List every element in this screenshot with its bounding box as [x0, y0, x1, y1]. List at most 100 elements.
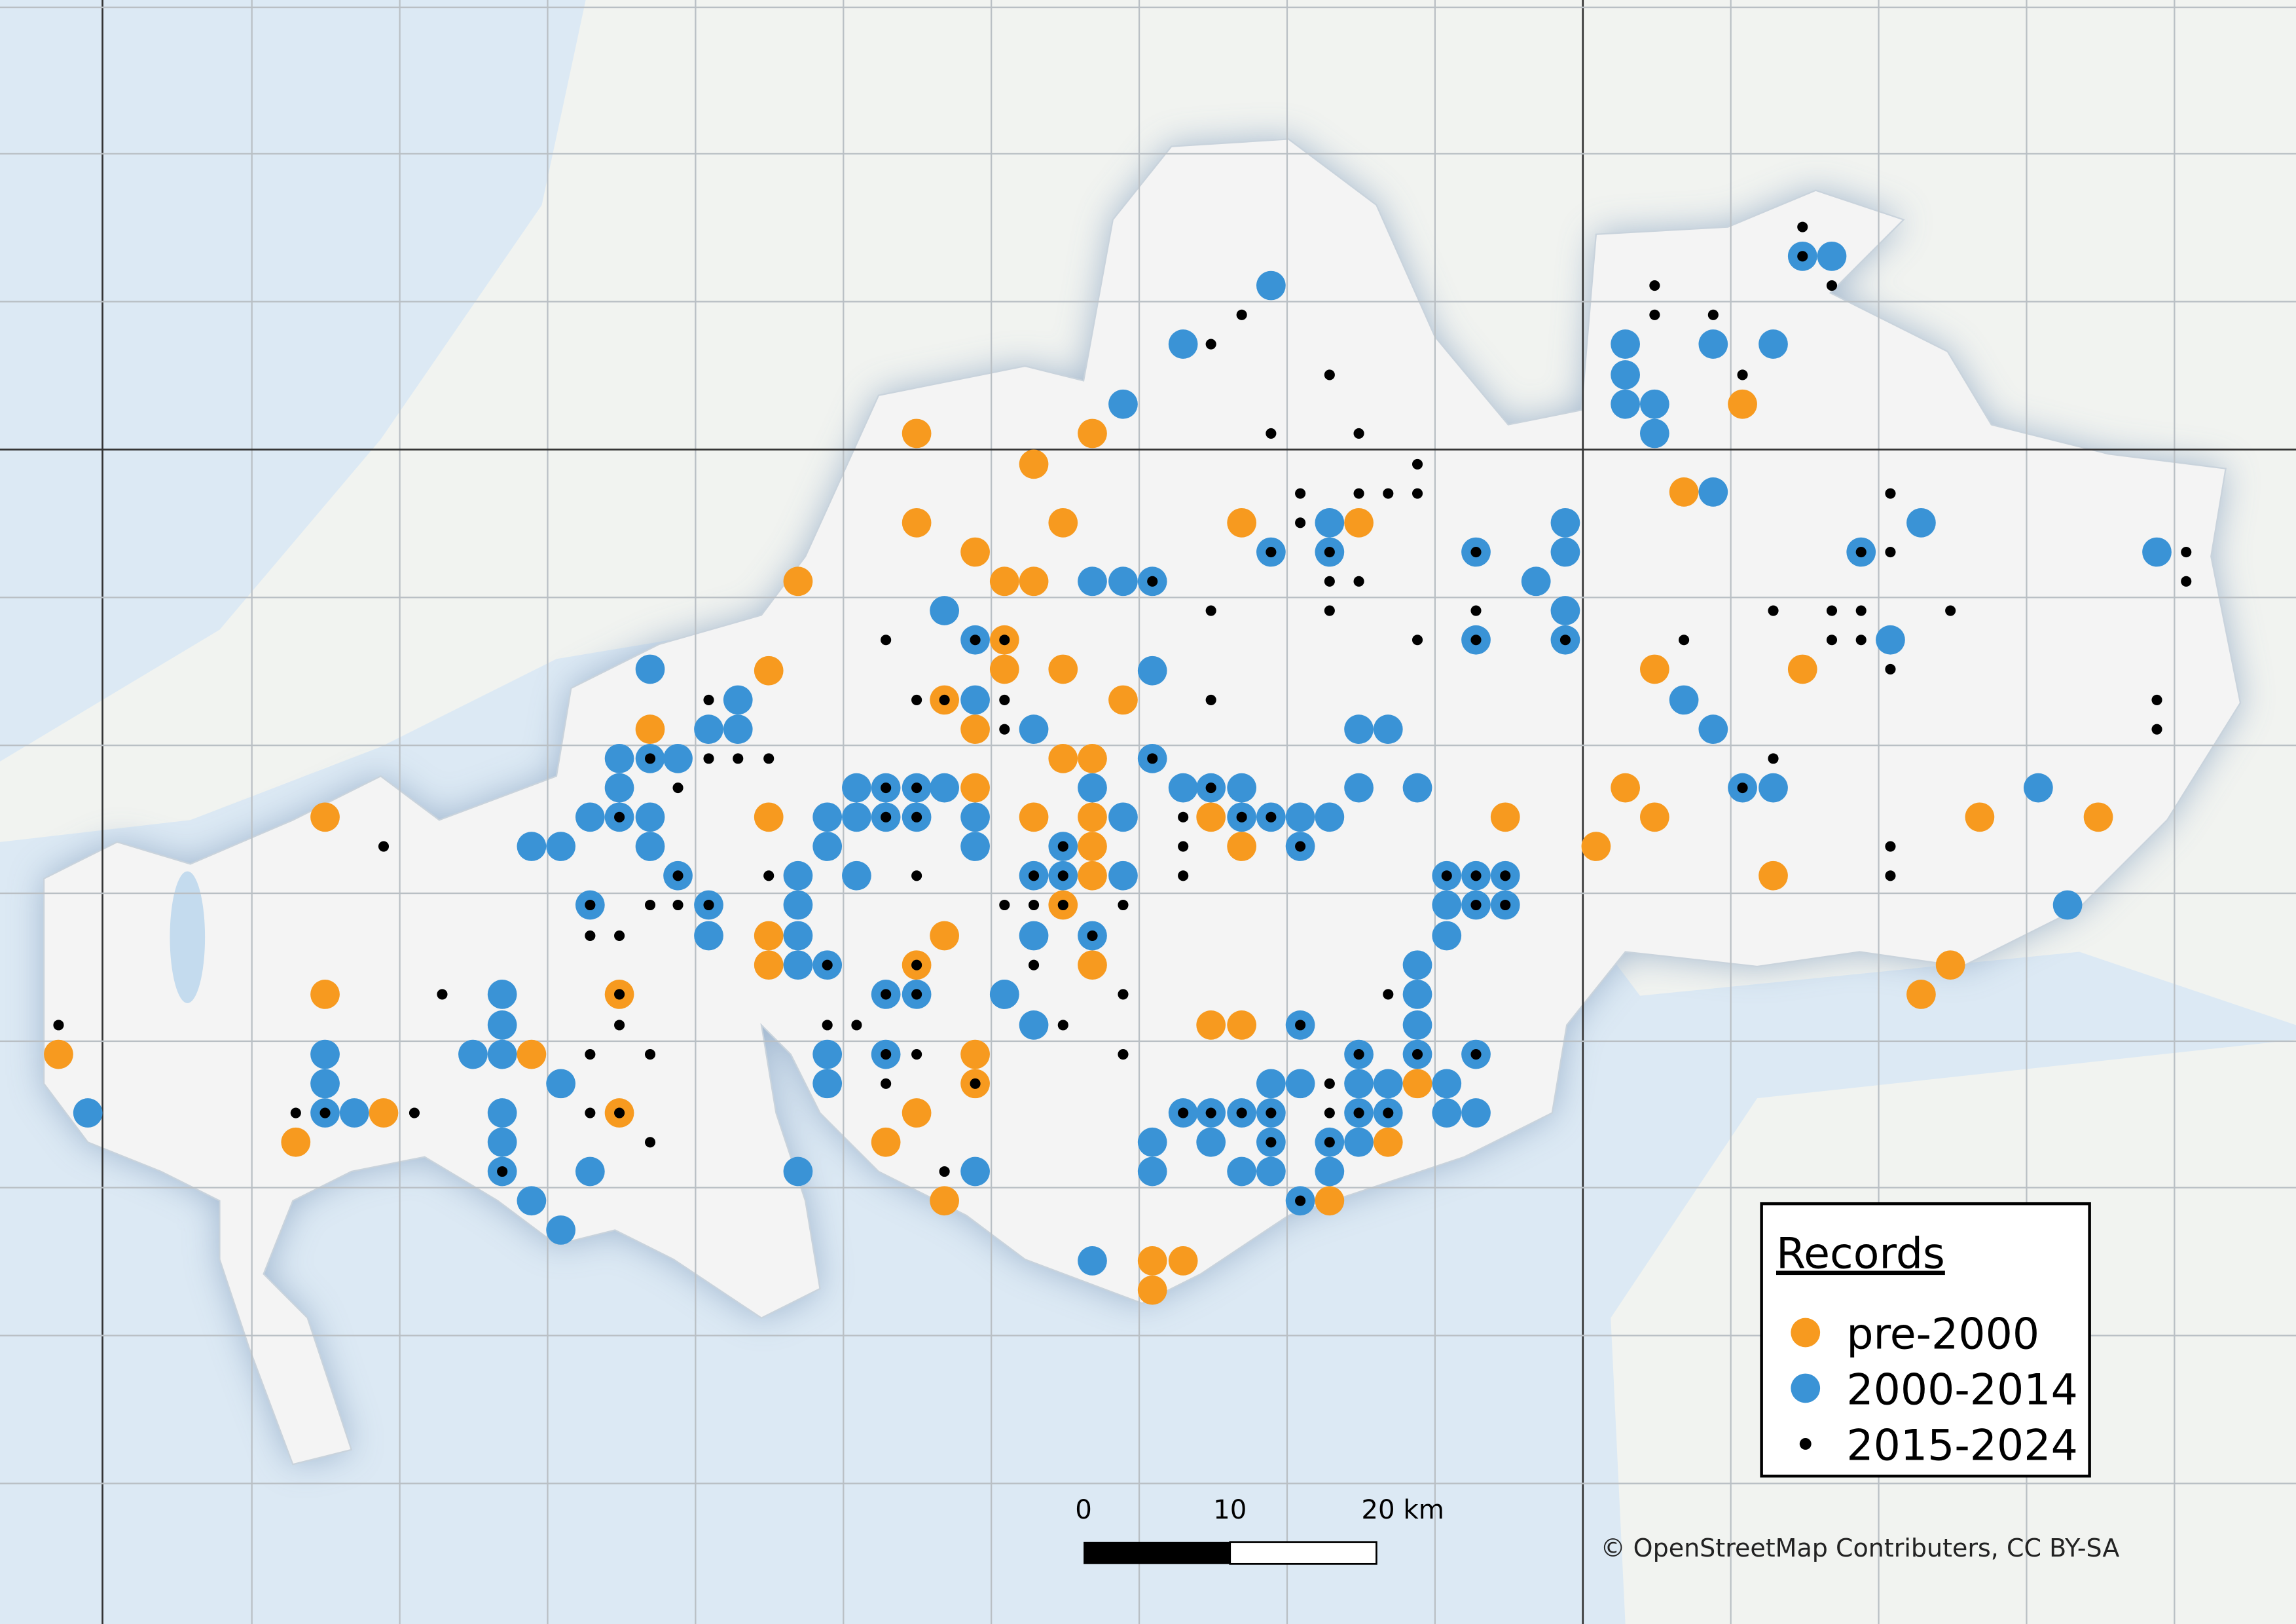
record-pre-2000: [989, 654, 1019, 684]
record-2015-2024: [911, 694, 922, 705]
record-2015-2024: [1205, 605, 1216, 616]
record-2015-2024: [378, 841, 390, 852]
scale-segment: [1229, 1541, 1377, 1565]
record-2015-2024: [1885, 488, 1896, 499]
record-pre-2000: [1402, 1069, 1432, 1099]
record-pre-2000: [1019, 449, 1049, 479]
record-2015-2024: [1324, 1107, 1335, 1118]
record-2000-2014: [339, 1098, 369, 1128]
record-2000-2014: [1285, 1069, 1315, 1099]
record-2000-2014: [487, 1127, 517, 1157]
record-2015-2024: [911, 959, 922, 970]
record-2015-2024: [614, 989, 625, 1000]
record-2000-2014: [1550, 507, 1580, 538]
record-2000-2014: [575, 802, 605, 832]
record-2000-2014: [1137, 655, 1167, 686]
record-2000-2014: [783, 1156, 813, 1187]
record-2015-2024: [1649, 309, 1660, 320]
record-2015-2024: [1178, 1107, 1189, 1118]
record-pre-2000: [960, 714, 990, 745]
record-2015-2024: [703, 753, 714, 764]
record-2015-2024: [1057, 899, 1068, 911]
record-2015-2024: [1057, 870, 1068, 881]
record-2015-2024: [1383, 1107, 1394, 1118]
record-2015-2024: [1470, 870, 1482, 881]
record-pre-2000: [310, 802, 340, 832]
record-2015-2024: [1826, 635, 1838, 646]
record-pre-2000: [1490, 802, 1520, 832]
record-pre-2000: [930, 1186, 959, 1216]
record-2015-2024: [1236, 811, 1247, 822]
record-2000-2014: [1019, 921, 1049, 951]
record-2000-2014: [1432, 890, 1462, 920]
record-2015-2024: [672, 783, 683, 794]
scale-label: 10: [1213, 1495, 1247, 1525]
record-2000-2014: [635, 802, 665, 832]
record-pre-2000: [1048, 744, 1078, 773]
record-2015-2024: [585, 1049, 596, 1060]
record-2015-2024: [1266, 1107, 1277, 1118]
record-2000-2014: [1227, 1156, 1257, 1187]
record-2015-2024: [2151, 724, 2162, 735]
record-2015-2024: [1826, 605, 1838, 616]
record-pre-2000: [1137, 1275, 1167, 1305]
record-2015-2024: [1118, 1049, 1129, 1060]
record-2015-2024: [585, 930, 596, 942]
record-2000-2014: [663, 744, 693, 773]
record-2015-2024: [881, 635, 892, 646]
record-2015-2024: [881, 1049, 892, 1060]
record-2000-2014: [1640, 389, 1669, 419]
record-pre-2000: [1640, 802, 1669, 832]
record-pre-2000: [2083, 802, 2113, 832]
record-2000-2014: [1344, 1069, 1374, 1099]
record-2015-2024: [1178, 870, 1189, 881]
record-2015-2024: [1559, 635, 1571, 646]
record-2015-2024: [1147, 576, 1158, 587]
record-2000-2014: [1432, 1098, 1462, 1128]
record-2000-2014: [310, 1069, 340, 1099]
record-2015-2024: [1353, 1107, 1364, 1118]
record-2015-2024: [1855, 635, 1867, 646]
record-2015-2024: [1470, 635, 1482, 646]
record-2000-2014: [694, 714, 723, 745]
record-pre-2000: [960, 537, 990, 567]
record-2015-2024: [763, 870, 774, 881]
record-2000-2014: [723, 714, 753, 745]
record-2015-2024: [1768, 753, 1779, 764]
record-2015-2024: [645, 1049, 656, 1060]
record-pre-2000: [1640, 654, 1669, 684]
record-2015-2024: [881, 783, 892, 794]
record-2000-2014: [1078, 773, 1107, 803]
record-2015-2024: [1885, 547, 1896, 558]
record-2015-2024: [999, 694, 1010, 705]
record-pre-2000: [1227, 507, 1257, 538]
record-2015-2024: [672, 870, 683, 881]
record-2015-2024: [1412, 458, 1423, 470]
record-pre-2000: [281, 1127, 311, 1157]
record-2000-2014: [1876, 625, 1905, 655]
record-pre-2000: [1078, 418, 1107, 449]
record-2015-2024: [1945, 605, 1956, 616]
record-2000-2014: [1019, 714, 1049, 745]
record-2015-2024: [1295, 841, 1306, 852]
record-2000-2014: [1344, 714, 1374, 745]
record-2015-2024: [2151, 694, 2162, 705]
record-2015-2024: [1737, 369, 1748, 380]
record-2015-2024: [1266, 547, 1277, 558]
record-2015-2024: [1885, 870, 1896, 881]
record-2015-2024: [1205, 1107, 1216, 1118]
record-2000-2014: [723, 685, 753, 715]
record-2015-2024: [290, 1107, 301, 1118]
record-2015-2024: [999, 635, 1010, 646]
record-2015-2024: [1236, 1107, 1247, 1118]
record-2015-2024: [911, 783, 922, 794]
scale-bar: 0 10 20 km: [1075, 1495, 1444, 1565]
record-2000-2014: [635, 832, 665, 861]
record-pre-2000: [1581, 832, 1611, 861]
scale-label: 20 km: [1361, 1495, 1444, 1525]
record-2015-2024: [999, 724, 1010, 735]
record-2015-2024: [1178, 811, 1189, 822]
record-2015-2024: [1707, 309, 1719, 320]
record-2015-2024: [1057, 841, 1068, 852]
record-2000-2014: [783, 950, 813, 980]
